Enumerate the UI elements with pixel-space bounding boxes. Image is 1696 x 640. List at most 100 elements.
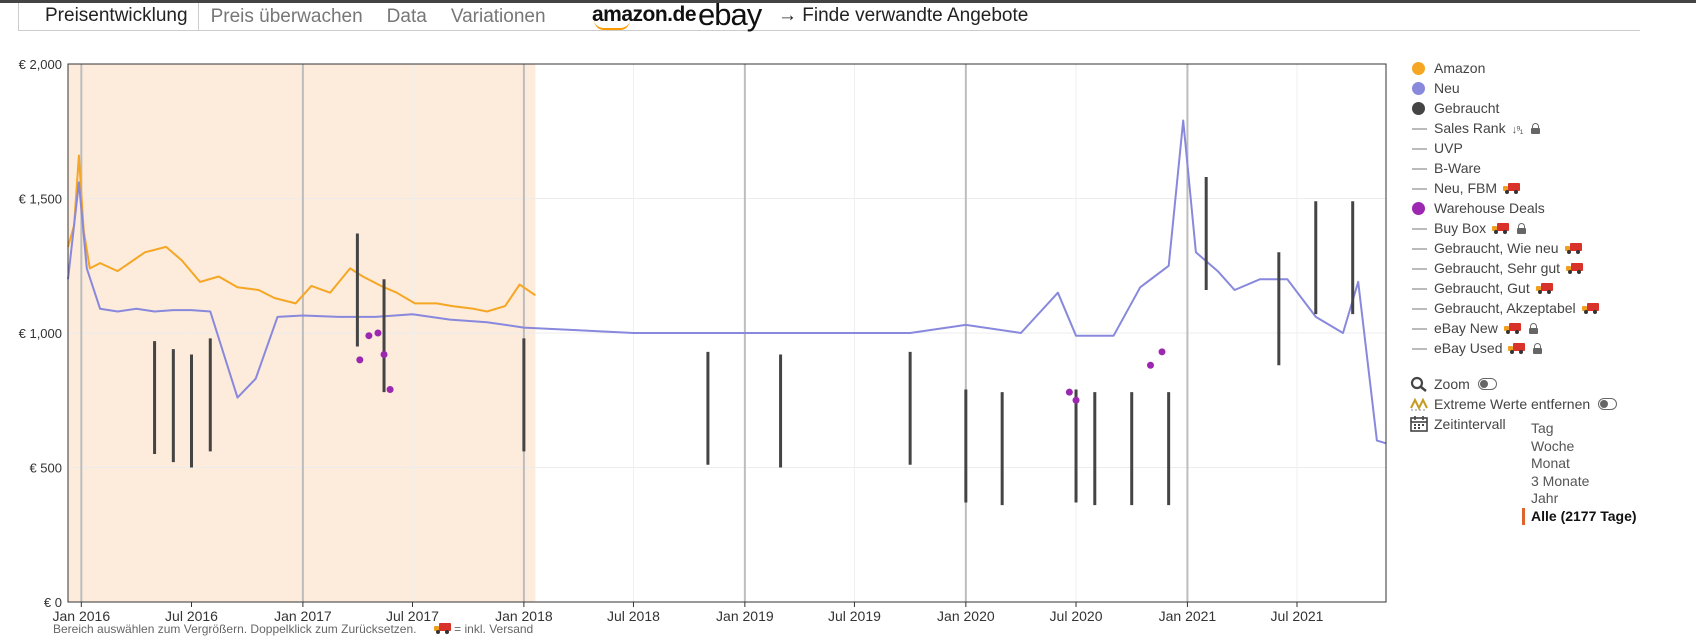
related-offers-link[interactable]: → Finde verwandte Angebote	[778, 5, 1029, 26]
legend-label: eBay New	[1434, 320, 1498, 336]
legend-item-b-ware[interactable]: B-Ware	[1410, 158, 1599, 178]
plot-frame	[67, 63, 1387, 603]
remove-extremes-tool[interactable]: Extreme Werte entfernen	[1410, 394, 1618, 414]
legend-line	[1412, 228, 1427, 230]
legend-line	[1412, 288, 1427, 290]
legend-label: Sales Rank	[1434, 120, 1506, 136]
x-tick-label: Jan 2021	[1159, 608, 1217, 624]
shipping-truck-icon	[433, 623, 451, 634]
legend-label: Gebraucht	[1434, 100, 1500, 116]
lock-icon	[1528, 323, 1538, 334]
x-tick-label: Jul 2021	[1271, 608, 1324, 624]
interval-option-woche[interactable]: Woche	[1531, 437, 1575, 454]
legend-item-gebraucht-sehr-gut[interactable]: Gebraucht, Sehr gut	[1410, 258, 1599, 278]
legend-item-uvp[interactable]: UVP	[1410, 138, 1599, 158]
legend-item-gebraucht-wie-neu[interactable]: Gebraucht, Wie neu	[1410, 238, 1599, 258]
legend-item-buy-box[interactable]: Buy Box	[1410, 218, 1599, 238]
shipping-note: = inkl. Versand	[450, 622, 534, 636]
x-tick-label: Jan 2016	[53, 608, 111, 624]
remove-extremes-toggle-knob	[1600, 400, 1609, 408]
zoom-toggle[interactable]	[1477, 378, 1497, 390]
tab-data[interactable]: Data	[386, 6, 427, 27]
legend-item-gebraucht[interactable]: Gebraucht	[1410, 98, 1599, 118]
shipping-truck-icon	[1564, 243, 1582, 254]
legend-line	[1412, 248, 1427, 250]
legend-line	[1412, 328, 1427, 330]
legend-label: Gebraucht, Gut	[1434, 280, 1530, 296]
tab-variations[interactable]: Variationen	[450, 6, 546, 27]
series-point-warehouse-deals	[1146, 361, 1154, 369]
interval-option-monat[interactable]: Monat	[1531, 455, 1570, 471]
y-axis-ticks: € 0 € 500 € 1,000 € 1,500 € 2,000	[19, 57, 62, 610]
legend-item-ebay-used[interactable]: eBay Used	[1410, 338, 1599, 358]
remove-extremes-toggle[interactable]	[1598, 398, 1618, 410]
zoom-toggle-knob	[1479, 380, 1488, 388]
legend-item-neu-fbm[interactable]: Neu, FBM	[1410, 178, 1599, 198]
shipping-truck-icon	[1508, 343, 1526, 354]
legend-dot	[1412, 62, 1425, 75]
shipping-truck-icon	[1503, 323, 1521, 334]
interval-option-3-monate[interactable]: 3 Monate	[1531, 472, 1590, 489]
chart-tools: Zoom Extreme Werte entfernen Zeitinterva…	[1410, 374, 1618, 434]
x-tick-label: Jul 2017	[386, 608, 439, 624]
interval-options: Tag Woche Monat 3 Monate Jahr Alle (2177 Tage…	[1522, 420, 1637, 525]
sort-icon: ↓⁹₁	[1511, 124, 1524, 136]
x-tick-label: Jan 2020	[937, 608, 995, 624]
y-tick-label: € 500	[29, 461, 62, 476]
chart-series	[67, 119, 1387, 506]
chart-legend: Amazon Neu Gebraucht Sales Rank ↓⁹₁ UVP B-Ware…	[1410, 58, 1599, 358]
series-point-warehouse-deals	[1065, 388, 1073, 396]
x-tick-label: Jan 2018	[495, 608, 553, 624]
remove-extremes-label: Extreme Werte entfernen	[1434, 396, 1591, 412]
tab-price-history[interactable]: Preisentwicklung	[18, 3, 199, 31]
legend-line	[1412, 168, 1427, 170]
legend-item-gebraucht-akzeptabel[interactable]: Gebraucht, Akzeptabel	[1410, 298, 1599, 318]
shipping-truck-icon	[1535, 283, 1553, 294]
legend-line	[1412, 188, 1427, 190]
legend-label: Amazon	[1434, 60, 1486, 76]
ebay-logo[interactable]: ebay	[698, 0, 762, 32]
chart-footnote: Bereich auswählen zum Vergrößern. Doppel…	[53, 622, 533, 636]
legend-item-ebay-new[interactable]: eBay New	[1410, 318, 1599, 338]
y-tick-label: € 2,000	[19, 57, 62, 72]
tab-divider	[18, 30, 1640, 31]
amazon-smile-icon	[594, 20, 630, 30]
series-line-neu	[67, 119, 1387, 445]
x-tick-label: Jan 2017	[274, 608, 332, 624]
amazon-logo[interactable]: amazon.de	[592, 3, 697, 30]
legend-label: eBay Used	[1434, 340, 1503, 356]
x-tick-label: Jul 2016	[165, 608, 218, 624]
shipping-truck-icon	[1566, 263, 1584, 274]
series-point-warehouse-deals	[365, 332, 373, 340]
legend-label: Buy Box	[1434, 220, 1487, 236]
x-tick-label: Jan 2019	[716, 608, 774, 624]
lock-icon	[1530, 123, 1540, 134]
shipping-truck-icon	[1492, 223, 1510, 234]
interval-option-alle-2177-tage[interactable]: Alle (2177 Tage)	[1522, 507, 1637, 525]
legend-item-warehouse-deals[interactable]: Warehouse Deals	[1410, 198, 1599, 218]
top-bar: Preisentwicklung Preis überwachen Data V…	[0, 0, 1696, 32]
legend-dot	[1412, 102, 1425, 115]
legend-item-neu[interactable]: Neu	[1410, 78, 1599, 98]
zoom-tool[interactable]: Zoom	[1410, 374, 1617, 394]
zoom-hint: Bereich auswählen zum Vergrößern. Doppel…	[53, 622, 417, 636]
tab-price-watch[interactable]: Preis überwachen	[210, 6, 363, 27]
legend-item-sales-rank[interactable]: Sales Rank ↓⁹₁	[1410, 118, 1599, 138]
y-tick-label: € 1,000	[19, 326, 62, 341]
lock-icon	[1517, 223, 1527, 234]
legend-label: Neu	[1434, 80, 1460, 96]
interval-option-jahr[interactable]: Jahr	[1531, 490, 1559, 506]
series-point-warehouse-deals	[386, 385, 394, 393]
magnifier-icon	[1410, 376, 1427, 392]
legend-label: B-Ware	[1434, 160, 1481, 176]
legend-item-amazon[interactable]: Amazon	[1410, 58, 1599, 78]
legend-label: Gebraucht, Akzeptabel	[1434, 300, 1576, 316]
x-tick-label: Jul 2020	[1050, 608, 1103, 624]
legend-item-gebraucht-gut[interactable]: Gebraucht, Gut	[1410, 278, 1599, 298]
price-chart[interactable]: € 0 € 500 € 1,000 € 1,500 € 2,000 Jan 2016 Ju…	[0, 30, 1400, 640]
lock-icon	[1533, 343, 1543, 354]
interval-option-tag[interactable]: Tag	[1531, 420, 1554, 436]
y-tick-label: € 0	[44, 595, 62, 610]
legend-line	[1412, 148, 1427, 150]
interval-tool: Zeitintervall	[1410, 414, 1617, 434]
